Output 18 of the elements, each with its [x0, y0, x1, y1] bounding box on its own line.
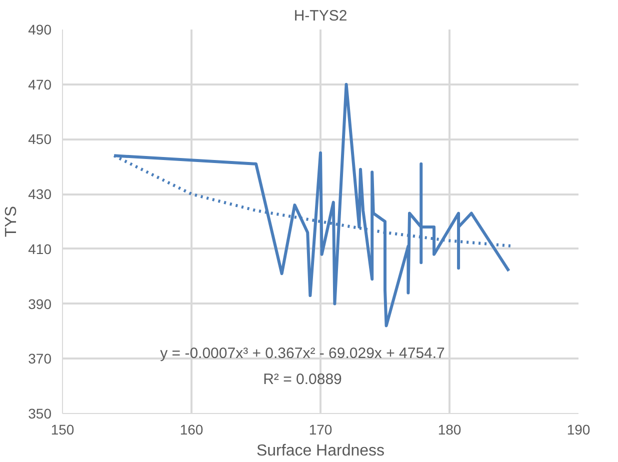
- x-tick-label: 180: [438, 422, 462, 438]
- y-tick-label: 450: [28, 131, 52, 148]
- y-tick-label: 410: [28, 240, 52, 257]
- chart-title: H-TYS2: [294, 8, 348, 24]
- y-axis-title: TYS: [3, 206, 20, 238]
- y-tick-label: 430: [28, 186, 52, 202]
- annotation: R² = 0.0889: [263, 371, 342, 388]
- y-tick-label: 350: [28, 406, 52, 422]
- x-tick-label: 170: [308, 422, 332, 438]
- x-axis-title: Surface Hardness: [256, 442, 385, 460]
- y-tick-label: 490: [28, 22, 52, 38]
- y-tick-label: 390: [28, 296, 52, 312]
- y-tick-label: 370: [28, 350, 52, 367]
- x-tick-label: 160: [180, 422, 204, 438]
- x-tick-label: 150: [50, 422, 74, 438]
- y-tick-label: 470: [28, 76, 52, 92]
- x-tick-label: 190: [566, 422, 590, 438]
- annotation: y = -0.0007x³ + 0.367x² - 69.029x + 4754.7: [160, 345, 445, 362]
